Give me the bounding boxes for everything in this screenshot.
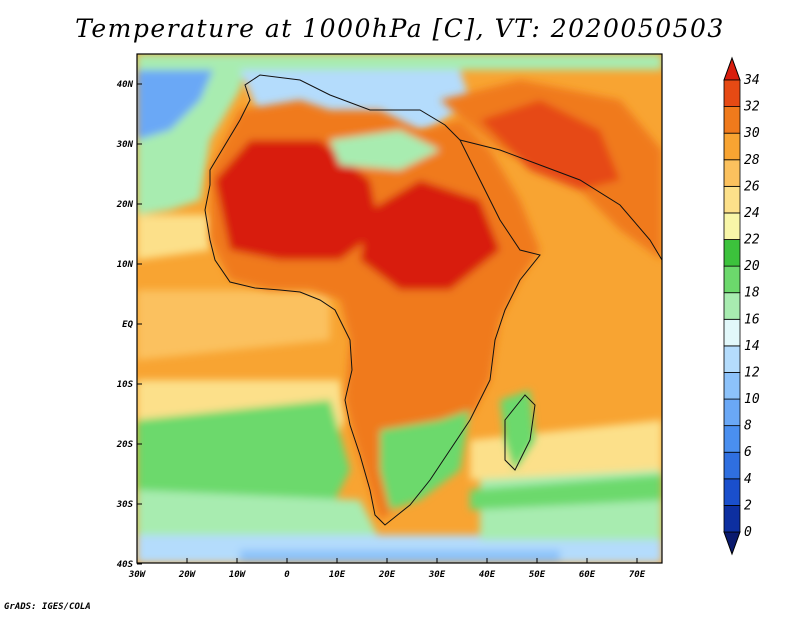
lat-tick-label: 20N [116, 200, 134, 210]
colorbar-min-arrow [723, 531, 741, 556]
lon-tick-label: 0 [284, 570, 290, 580]
colorbar-label: 12 [744, 365, 760, 380]
colorbar-swatch [723, 398, 741, 427]
temperature-field [137, 54, 662, 563]
colorbar-swatch [723, 425, 741, 453]
lat-tick-label: 30N [116, 140, 134, 150]
colorbar-max-arrow [723, 56, 741, 81]
lon-tick-label: 60E [579, 570, 596, 580]
colorbar-label: 2 [744, 498, 752, 513]
colorbar-swatch [723, 159, 741, 187]
colorbar-label: 26 [744, 179, 760, 194]
colorbar-label: 34 [743, 73, 760, 88]
footer-credit: GrADS: IGES/COLA [4, 602, 91, 612]
colorbar-swatch [723, 451, 741, 480]
colorbar-swatch [723, 318, 741, 347]
colorbar-label: 14 [744, 339, 760, 354]
colorbar-label: 10 [744, 392, 760, 407]
lat-tick-label: 20S [116, 440, 134, 450]
lon-tick-label: 10E [329, 570, 346, 580]
colorbar-label: 20 [744, 259, 760, 274]
lat-tick-label: 10N [117, 260, 134, 270]
lat-tick-label: 40N [117, 80, 134, 90]
colorbar-label: 18 [744, 286, 760, 301]
colorbar-swatch [723, 106, 741, 134]
coastline [204, 74, 662, 526]
lon-tick-label: 10W [229, 570, 247, 580]
lat-tick-label: 40S [117, 560, 134, 570]
colorbar-label: 32 [743, 100, 760, 115]
axis-ticks: 30W 20W 10W 0 10E 20E 30E 40E 50E 60E 70E 40N 30N 20N… [116, 80, 646, 580]
map-title: Temperature at 1000hPa [C], VT: 20200505… [75, 14, 725, 43]
plot-frame [136, 53, 663, 564]
colorbar-swatch [723, 239, 741, 267]
colorbar-label: 16 [744, 312, 760, 327]
colorbar-label: 4 [744, 472, 752, 487]
colorbar-label: 6 [744, 445, 752, 460]
colorbar-swatch [723, 79, 741, 107]
colorbar-label: 24 [744, 206, 760, 221]
colorbar-label: 30 [743, 126, 760, 141]
lon-tick-label: 70E [629, 570, 646, 580]
colorbar-swatch [723, 292, 741, 320]
colorbar-label: 0 [744, 525, 752, 540]
lon-tick-label: 30E [428, 570, 446, 580]
colorbar-swatch [723, 372, 741, 400]
colorbar-swatch [723, 505, 741, 533]
lon-tick-label: 20E [378, 570, 396, 580]
lon-tick-label: 30W [128, 570, 147, 580]
lon-tick-label: 50E [529, 570, 546, 580]
colorbar-swatch [723, 478, 741, 506]
colorbar-swatch [723, 132, 741, 161]
colorbar-swatch [723, 345, 741, 373]
colorbar-swatch [723, 212, 741, 240]
colorbar-swatch [723, 185, 741, 214]
lon-tick-label: 40E [479, 570, 496, 580]
lon-tick-label: 20W [178, 570, 197, 580]
colorbar-label: 8 [744, 419, 752, 434]
colorbar-swatch [723, 265, 741, 294]
lat-tick-label: EQ [122, 320, 133, 330]
colorbar-label: 22 [744, 233, 760, 248]
lat-tick-label: 30S [116, 500, 134, 510]
colorbar-label: 28 [744, 153, 760, 168]
lat-tick-label: 10S [117, 380, 134, 390]
